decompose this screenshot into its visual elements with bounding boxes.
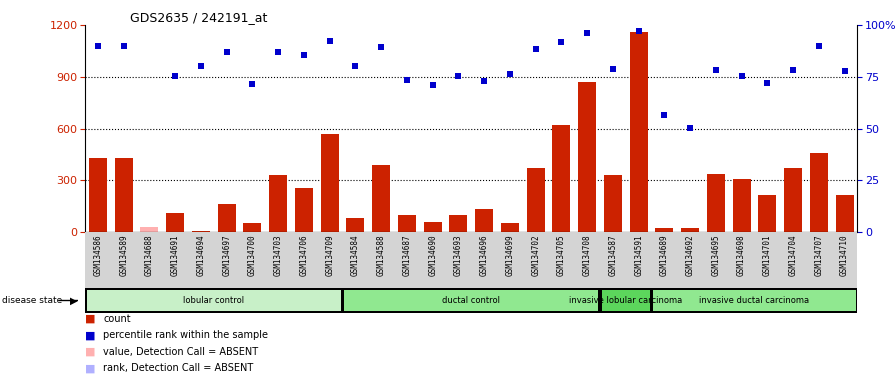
Bar (604, 175, 622, 232)
Text: ■: ■ (85, 347, 96, 357)
Text: GSM134702: GSM134702 (531, 234, 540, 276)
Bar (87, 290, 340, 311)
Text: GSM134691: GSM134691 (171, 234, 180, 276)
Bar (192, 230, 210, 232)
Text: GSM134588: GSM134588 (376, 234, 385, 276)
Bar (653, 290, 856, 311)
Text: GSM134708: GSM134708 (582, 234, 591, 276)
Text: percentile rank within the sample: percentile rank within the sample (103, 330, 268, 340)
Text: GSM134703: GSM134703 (273, 234, 283, 276)
Bar (758, 195, 776, 232)
Text: GSM134591: GSM134591 (634, 234, 643, 276)
Text: rank, Detection Call = ABSENT: rank, Detection Call = ABSENT (103, 363, 254, 373)
Bar (602, 290, 650, 311)
Text: GSM134589: GSM134589 (119, 234, 128, 276)
Text: GSM134690: GSM134690 (428, 234, 437, 276)
Bar (784, 168, 802, 232)
Bar (167, 214, 185, 232)
Bar (347, 218, 365, 232)
Text: GSM134700: GSM134700 (248, 234, 257, 276)
Bar (321, 134, 339, 232)
Text: ▶: ▶ (70, 295, 77, 306)
Text: ductal control: ductal control (443, 296, 500, 305)
Text: GSM134694: GSM134694 (196, 234, 205, 276)
Text: GSM134689: GSM134689 (659, 234, 669, 276)
Text: GSM134586: GSM134586 (93, 234, 102, 276)
Text: GSM134704: GSM134704 (788, 234, 797, 276)
Text: ■: ■ (85, 314, 96, 324)
Text: GSM134584: GSM134584 (351, 234, 360, 276)
Bar (398, 215, 416, 232)
Text: GSM134695: GSM134695 (711, 234, 720, 276)
Text: GSM134697: GSM134697 (222, 234, 231, 276)
Text: GSM134699: GSM134699 (505, 234, 514, 276)
Bar (344, 290, 599, 311)
Bar (733, 179, 751, 232)
Bar (527, 168, 545, 232)
Bar (269, 175, 288, 232)
Bar (578, 82, 596, 232)
Text: GSM134693: GSM134693 (454, 234, 463, 276)
Bar (475, 209, 493, 232)
Text: GSM134688: GSM134688 (145, 234, 154, 276)
Text: ■: ■ (85, 330, 96, 340)
Text: GSM134710: GSM134710 (840, 234, 849, 276)
Text: GSM134705: GSM134705 (557, 234, 566, 276)
Bar (89, 158, 107, 232)
Text: lobular control: lobular control (184, 296, 245, 305)
Text: disease state: disease state (2, 296, 62, 305)
Text: invasive ductal carcinoma: invasive ductal carcinoma (700, 296, 810, 305)
Bar (141, 227, 159, 232)
Text: GSM134707: GSM134707 (814, 234, 823, 276)
Bar (295, 188, 313, 232)
Text: GSM134706: GSM134706 (299, 234, 308, 276)
Text: GSM134692: GSM134692 (685, 234, 694, 276)
Text: GSM134701: GSM134701 (762, 234, 771, 276)
Bar (424, 222, 442, 232)
Bar (810, 153, 828, 232)
Bar (655, 228, 674, 232)
Text: count: count (103, 314, 131, 324)
Bar (707, 174, 725, 232)
Bar (630, 32, 648, 232)
Bar (553, 125, 571, 232)
Bar (836, 195, 854, 232)
Text: GSM134696: GSM134696 (479, 234, 488, 276)
Bar (501, 223, 519, 232)
Bar (372, 165, 390, 232)
Text: GSM134698: GSM134698 (737, 234, 746, 276)
Text: value, Detection Call = ABSENT: value, Detection Call = ABSENT (103, 347, 258, 357)
Text: invasive lobular carcinoma: invasive lobular carcinoma (569, 296, 683, 305)
Text: GSM134587: GSM134587 (608, 234, 617, 276)
Text: GSM134709: GSM134709 (325, 234, 334, 276)
Text: ■: ■ (85, 363, 96, 373)
Bar (115, 158, 133, 232)
Bar (218, 204, 236, 232)
Text: GSM134687: GSM134687 (402, 234, 411, 276)
Bar (244, 223, 262, 232)
Text: GDS2635 / 242191_at: GDS2635 / 242191_at (130, 12, 267, 25)
Bar (681, 228, 699, 232)
Bar (450, 215, 468, 232)
